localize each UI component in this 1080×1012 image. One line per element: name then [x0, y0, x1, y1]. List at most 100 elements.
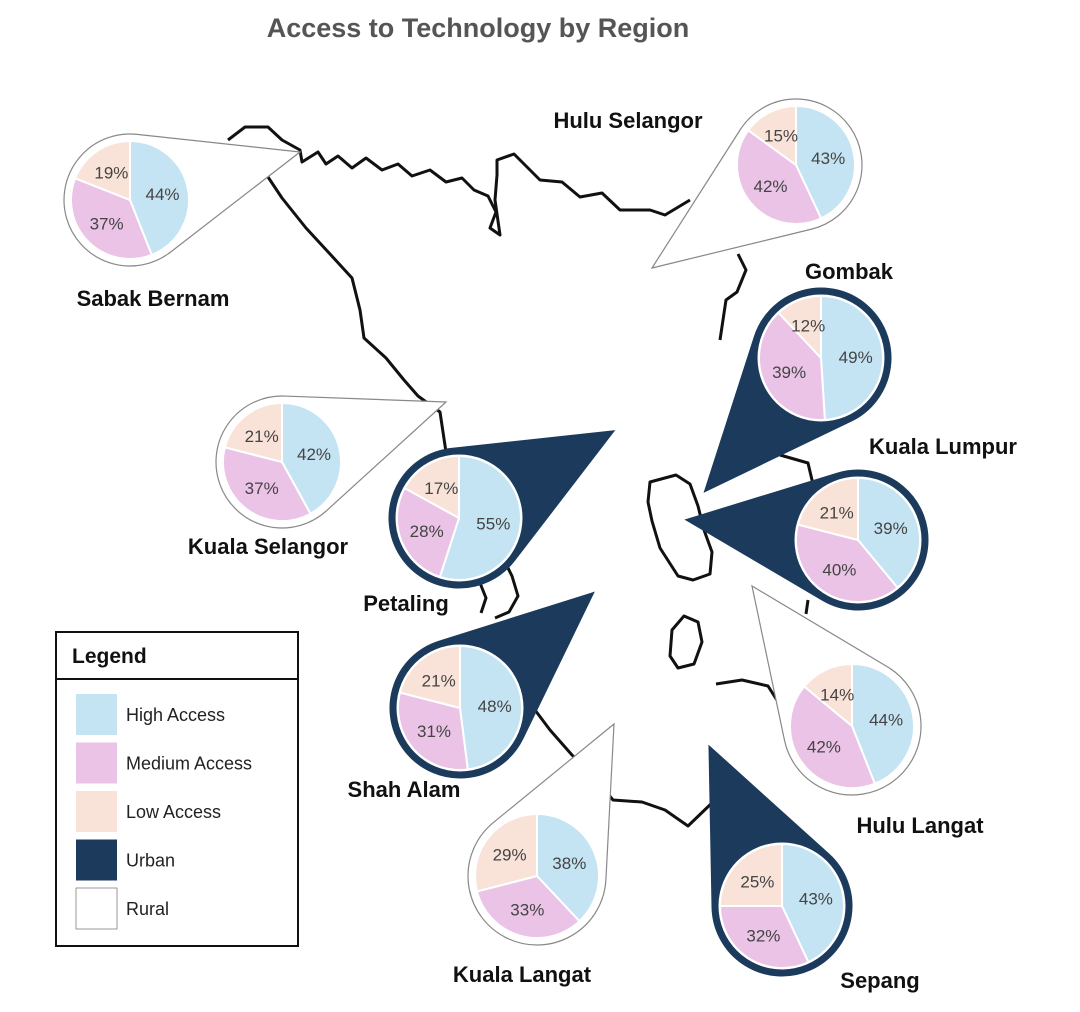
pie-slice-high	[820, 294, 885, 421]
pie-slice-low	[718, 842, 783, 907]
region-marker-kuala-selangor: 42% 37% 21% Kuala Selangor	[188, 395, 448, 559]
legend: Legend High Access Medium Access Low Acces…	[55, 631, 299, 947]
region-marker-sepang: 43% 32% 25% Sepang	[708, 744, 920, 993]
legend-swatch-medium	[76, 742, 117, 784]
pie-label-medium: 39%	[772, 363, 806, 382]
pie-label-high: 48%	[478, 697, 512, 716]
region-label: Shah Alam	[348, 777, 461, 802]
pie-label-low: 14%	[820, 686, 854, 705]
legend-label: High Access	[126, 705, 225, 725]
pie-label-low: 19%	[94, 164, 128, 183]
pie-label-low: 15%	[764, 127, 798, 146]
pie-slice-low	[398, 644, 461, 710]
pie-slice-high	[781, 842, 845, 964]
pie-label-low: 17%	[424, 479, 458, 498]
legend-label: Urban	[126, 851, 175, 871]
region-label: Kuala Langat	[453, 962, 592, 987]
region-marker-hulu-langat: 44% 42% 14% Hulu Langat	[751, 584, 984, 838]
pie-label-medium: 28%	[410, 522, 444, 541]
pie-slice-high	[459, 644, 523, 771]
pie-slice-high	[438, 454, 522, 581]
coastline-path	[227, 125, 691, 237]
pie-slice-medium	[70, 176, 154, 260]
legend-label: Rural	[126, 899, 169, 919]
pie-slice-low	[746, 104, 797, 167]
pie-label-low: 25%	[740, 872, 774, 891]
pie-label-medium: 37%	[245, 479, 279, 498]
pie-slice-low	[403, 454, 460, 520]
legend-swatch-high	[76, 694, 117, 735]
pie-slice-low	[802, 662, 853, 729]
pie-slice-medium	[222, 446, 312, 522]
legend-item-low: Low Access	[76, 791, 221, 832]
pie-label-high: 49%	[839, 348, 873, 367]
legend-items: High Access Medium Access Low Access Urban R…	[75, 694, 252, 930]
pie-slice-medium	[789, 685, 877, 789]
pie-label-low: 21%	[422, 672, 456, 691]
legend-item-high: High Access	[76, 694, 225, 735]
pie-slice-high	[536, 812, 600, 923]
pie-label-high: 43%	[811, 149, 845, 168]
pie-slice-medium	[397, 691, 469, 771]
legend-item-medium: Medium Access	[76, 742, 252, 784]
region-label: Kuala Selangor	[188, 534, 349, 559]
pie-label-high: 55%	[476, 514, 510, 533]
pie-label-high: 42%	[297, 445, 331, 464]
pie-label-medium: 31%	[417, 722, 451, 741]
pie-label-high: 39%	[874, 519, 908, 538]
region-marker-sabak-bernam: 44% 37% 19% Sabak Bernam	[63, 133, 302, 311]
region-label: Gombak	[805, 259, 894, 284]
pie-slice-high	[281, 401, 342, 516]
west-coast-path	[260, 167, 448, 453]
pie-slice-medium	[757, 311, 826, 421]
pie-slice-high	[851, 662, 915, 785]
pie-slice-high	[129, 139, 190, 257]
legend-label: Low Access	[126, 802, 221, 822]
pie-slice-low	[777, 294, 822, 361]
pie-label-low: 29%	[493, 846, 527, 865]
island-path	[668, 614, 704, 670]
region-label: Sepang	[840, 968, 919, 993]
pie-slice-medium	[736, 128, 823, 225]
pie-slice-medium	[718, 905, 810, 969]
pie-label-high: 43%	[799, 889, 833, 908]
pie-slice-low	[796, 476, 859, 542]
pie-label-medium: 32%	[746, 926, 780, 945]
pie-slice-low	[73, 139, 131, 202]
east-boundary-path	[718, 253, 748, 341]
southeast-boundary-path	[715, 599, 810, 706]
pie-label-medium: 40%	[822, 560, 856, 579]
pie-slice-medium	[795, 523, 899, 603]
legend-swatch-rural	[75, 887, 118, 930]
region-label: Petaling	[363, 591, 449, 616]
region-label: Hulu Langat	[856, 813, 984, 838]
region-marker-kuala-lumpur: 39% 40% 21% Kuala Lumpur	[684, 434, 1017, 611]
pie-slice-low	[223, 401, 283, 464]
shah-alam-coast-path	[530, 705, 717, 828]
region-marker-gombak: 49% 39% 12% Gombak	[703, 259, 894, 493]
region-label: Hulu Selangor	[553, 108, 703, 133]
pie-slice-high	[795, 104, 856, 220]
pie-label-medium: 37%	[90, 214, 124, 233]
pie-slice-high	[857, 476, 921, 590]
legend-swatch-low	[76, 791, 117, 832]
region-marker-shah-alam: 48% 31% 21% Shah Alam	[348, 591, 595, 802]
region-label: Sabak Bernam	[77, 286, 230, 311]
pie-label-medium: 33%	[510, 900, 544, 919]
inner-territory-path	[646, 473, 714, 582]
pie-label-medium: 42%	[753, 177, 787, 196]
pie-label-high: 44%	[869, 711, 903, 730]
region-bubbles: 44% 37% 19% Sabak Bernam 43% 42% 15% Hulu Selan…	[63, 98, 1017, 993]
pie-label-low: 12%	[791, 317, 825, 336]
region-marker-petaling: 55% 28% 17% Petaling	[363, 430, 616, 616]
pie-label-low: 21%	[820, 504, 854, 523]
region-marker-hulu-selangor: 43% 42% 15% Hulu Selangor	[553, 98, 863, 269]
page-title: Access to Technology by Region	[267, 13, 690, 43]
legend-label: Medium Access	[126, 754, 252, 774]
pie-label-high: 44%	[145, 185, 179, 204]
legend-item-urban: Urban	[76, 839, 175, 881]
pie-label-low: 21%	[245, 427, 279, 446]
legend-title: Legend	[72, 645, 147, 668]
pie-label-high: 38%	[552, 854, 586, 873]
